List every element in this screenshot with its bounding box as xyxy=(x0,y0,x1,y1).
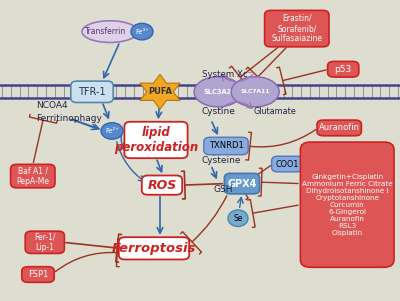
Text: System Xc⁻: System Xc⁻ xyxy=(202,70,252,79)
Text: Transferrin: Transferrin xyxy=(85,27,127,36)
FancyBboxPatch shape xyxy=(119,237,189,259)
FancyBboxPatch shape xyxy=(22,267,54,282)
Text: Ferroptosis: Ferroptosis xyxy=(112,242,196,255)
FancyBboxPatch shape xyxy=(11,164,55,188)
Ellipse shape xyxy=(82,21,138,42)
FancyBboxPatch shape xyxy=(224,173,260,194)
Text: ROS: ROS xyxy=(147,178,177,192)
Text: Se: Se xyxy=(233,214,243,223)
FancyBboxPatch shape xyxy=(124,122,188,158)
Text: p53: p53 xyxy=(334,65,352,74)
Text: TFR-1: TFR-1 xyxy=(78,87,106,97)
FancyBboxPatch shape xyxy=(272,156,303,172)
Text: Fer-1/
Lip-1: Fer-1/ Lip-1 xyxy=(34,233,56,252)
Ellipse shape xyxy=(101,123,123,139)
FancyBboxPatch shape xyxy=(328,61,359,77)
Text: Fe³⁺: Fe³⁺ xyxy=(135,29,149,35)
FancyBboxPatch shape xyxy=(71,81,113,102)
Text: Ferritinophagy: Ferritinophagy xyxy=(36,114,102,123)
Text: FSP1: FSP1 xyxy=(28,270,48,279)
FancyBboxPatch shape xyxy=(265,10,329,47)
Text: Fe²⁺: Fe²⁺ xyxy=(105,128,119,134)
Text: Glutamate: Glutamate xyxy=(254,107,297,116)
Ellipse shape xyxy=(194,77,242,107)
Text: Baf A1 /
PepA-Me: Baf A1 / PepA-Me xyxy=(16,166,49,186)
Text: Cysteine: Cysteine xyxy=(201,156,241,165)
Ellipse shape xyxy=(231,77,279,107)
FancyBboxPatch shape xyxy=(142,175,182,195)
Text: SLC3A2: SLC3A2 xyxy=(204,89,232,95)
Ellipse shape xyxy=(131,23,153,40)
Text: Cystine: Cystine xyxy=(201,107,235,116)
Text: GSH: GSH xyxy=(214,185,234,194)
Text: Ginkgetin+Cisplatin
Ammonium Ferric Citrate
Dihydroisotanshinone I
Cryptotanshin: Ginkgetin+Cisplatin Ammonium Ferric Citr… xyxy=(302,174,392,236)
FancyBboxPatch shape xyxy=(317,120,362,136)
Text: GPX4: GPX4 xyxy=(227,178,257,189)
Text: SLC7A11: SLC7A11 xyxy=(240,89,270,94)
Text: COO1: COO1 xyxy=(276,160,299,169)
Text: TXNRD1: TXNRD1 xyxy=(209,141,243,150)
Text: NCOA4: NCOA4 xyxy=(36,101,68,110)
FancyBboxPatch shape xyxy=(300,142,394,267)
Text: PUFA: PUFA xyxy=(148,87,172,96)
FancyBboxPatch shape xyxy=(25,231,64,253)
FancyBboxPatch shape xyxy=(204,137,248,155)
Ellipse shape xyxy=(228,210,248,226)
Text: Auranofin: Auranofin xyxy=(319,123,360,132)
Polygon shape xyxy=(140,74,180,109)
Text: lipid
peroxidation: lipid peroxidation xyxy=(114,126,198,154)
Text: Erastin/
Sorafenib/
Sulfasaiazine: Erastin/ Sorafenib/ Sulfasaiazine xyxy=(271,14,322,44)
